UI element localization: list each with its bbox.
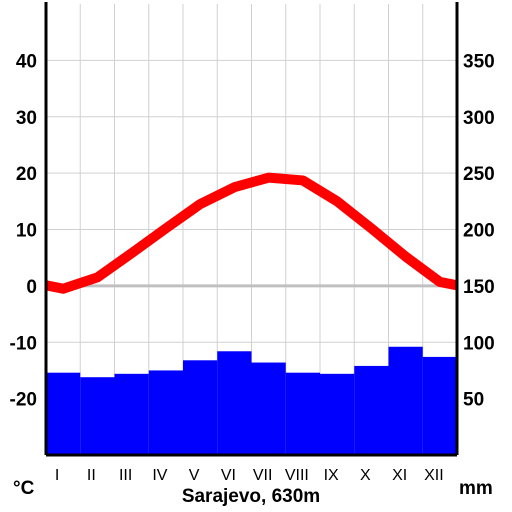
temperature-tick-label: 0 (26, 277, 37, 298)
temperature-tick-label: 30 (16, 108, 37, 129)
temperature-tick-label: 10 (16, 221, 37, 242)
month-label: XI (392, 467, 407, 484)
month-label: V (189, 467, 200, 484)
precipitation-bar (285, 372, 320, 455)
precipitation-tick-label: 350 (463, 51, 495, 72)
temperature-unit-label: °C (13, 478, 35, 499)
chart-title: Sarajevo, 630m (182, 486, 320, 507)
temperature-tick-label: 20 (16, 164, 37, 185)
temperature-tick-label: 40 (16, 51, 37, 72)
month-label: II (87, 467, 96, 484)
month-label: I (55, 467, 59, 484)
month-label: VII (253, 467, 273, 484)
precipitation-bar (388, 346, 423, 455)
precipitation-tick-label: 200 (463, 221, 495, 242)
precipitation-bar (183, 360, 218, 455)
temperature-tick-labels: -20 -10 0 10 20 30 40 (10, 51, 37, 410)
precipitation-tick-label: 50 (463, 390, 484, 411)
month-labels: I II III IV V VI VII VIII IX X XI XII (55, 467, 444, 484)
axes (44, 2, 459, 457)
precipitation-bar (114, 373, 149, 455)
precipitation-bars (46, 346, 457, 455)
month-label: IX (324, 467, 339, 484)
precipitation-tick-label: 150 (463, 277, 495, 298)
precipitation-bar (148, 370, 183, 455)
precipitation-bar (251, 362, 286, 455)
precipitation-tick-label: 250 (463, 164, 495, 185)
month-label: III (119, 467, 132, 484)
month-label: X (360, 467, 371, 484)
precipitation-bar (320, 373, 355, 455)
month-label: VIII (285, 467, 309, 484)
temperature-line (45, 172, 458, 294)
temperature-tick-label: -20 (10, 390, 37, 411)
precipitation-unit-label: mm (459, 478, 493, 499)
precipitation-bar (46, 372, 81, 455)
temperature-series-line (45, 172, 458, 294)
precipitation-bar (217, 351, 252, 455)
precipitation-tick-label: 100 (463, 333, 495, 354)
month-label: IV (152, 467, 167, 484)
temperature-tick-label: -10 (10, 333, 37, 354)
precipitation-tick-labels: 50 100 150 200 250 300 350 (463, 51, 495, 410)
precipitation-bar (354, 365, 389, 455)
precipitation-bar (80, 377, 115, 455)
precipitation-tick-label: 300 (463, 108, 495, 129)
month-label: VI (221, 467, 236, 484)
month-label: XII (424, 467, 444, 484)
precipitation-bar (422, 356, 457, 455)
